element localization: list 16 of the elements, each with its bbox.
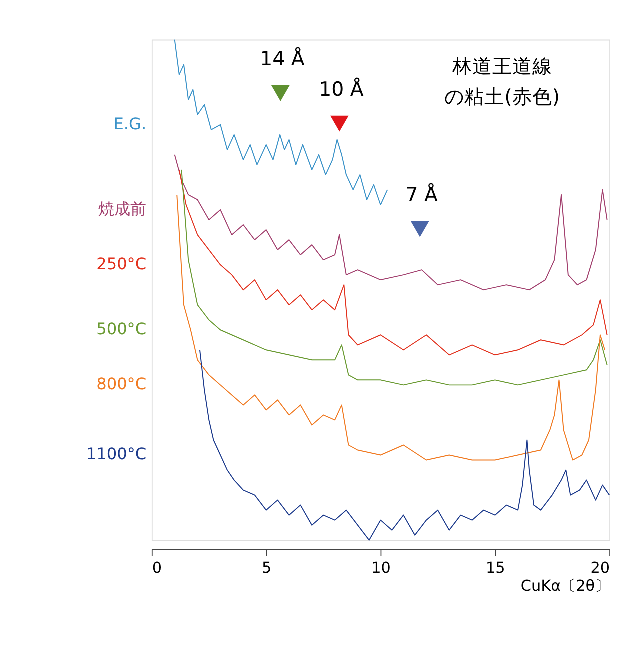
x-tick-label: 15: [486, 558, 506, 577]
text: 500°C: [96, 320, 147, 339]
x-tick-label: 0: [152, 558, 162, 577]
annotation: 10 Å: [319, 77, 364, 102]
x-tick-label: 10: [372, 558, 391, 577]
x-tick-label: 5: [262, 558, 272, 577]
text: 焼成前: [98, 199, 147, 218]
text: 250°C: [96, 254, 147, 274]
text: 800°C: [96, 374, 147, 394]
x-tick-label: 20: [590, 558, 610, 577]
text: 1100°C: [86, 444, 147, 464]
annotation: 林道王道線の粘土(赤色): [444, 54, 560, 108]
annotation: 14 Å: [260, 46, 306, 71]
annotation: 7 Å: [406, 182, 439, 207]
x-axis-title: CuKα〔2θ〕: [520, 576, 610, 595]
text: E.G.: [114, 114, 147, 134]
